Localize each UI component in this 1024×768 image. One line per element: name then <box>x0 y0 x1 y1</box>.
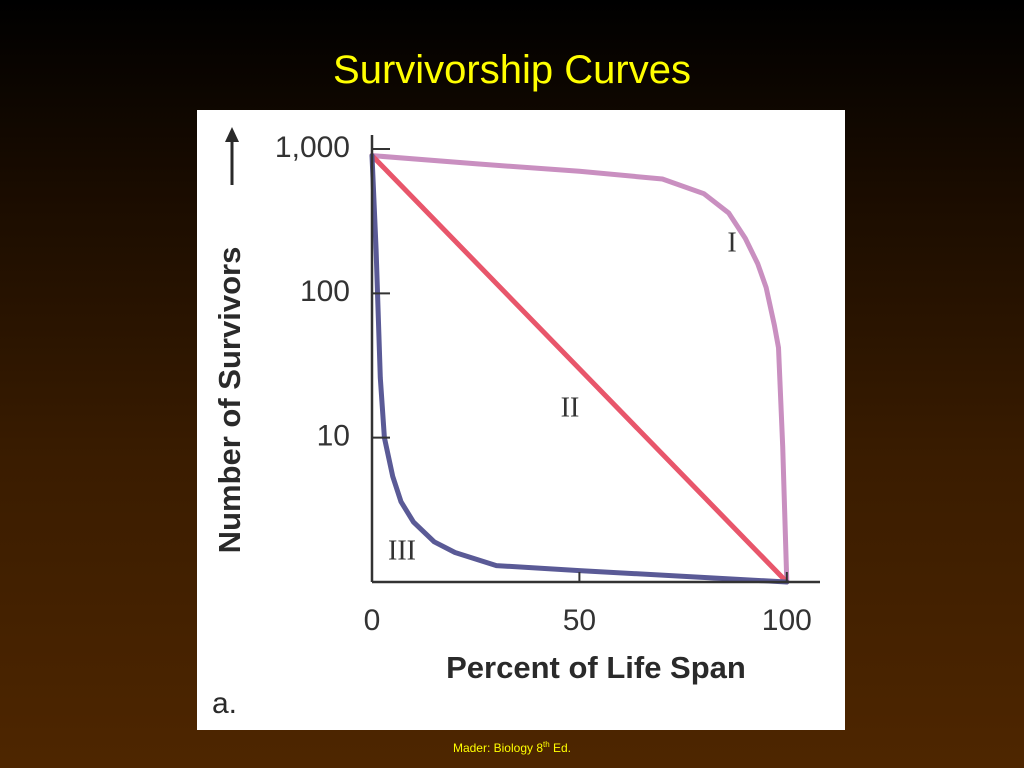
panel-label: a. <box>212 687 237 720</box>
y-tick-label: 10 <box>317 420 350 453</box>
line-series <box>369 153 790 585</box>
footer: Mader: Biology 8th Ed. <box>0 740 1024 755</box>
curve-label: I <box>727 227 736 258</box>
x-tick-label: 50 <box>563 604 596 637</box>
x-tick-label: 0 <box>364 604 381 637</box>
curve-label: III <box>388 535 416 566</box>
y-axis-label: Number of Survivors <box>212 247 247 554</box>
y-axis-arrowhead <box>225 127 239 142</box>
y-tick-label: 1,000 <box>275 131 350 164</box>
line-series <box>369 153 790 585</box>
x-axis-label: Percent of Life Span <box>446 650 746 685</box>
footer-superscript: th <box>543 740 550 749</box>
x-tick-label: 100 <box>762 604 812 637</box>
plot-area: 10 100 1,000 0 50 100 <box>275 131 820 637</box>
y-tick-label: 100 <box>300 275 350 308</box>
footer-suffix: Ed. <box>549 741 572 755</box>
curve-label: II <box>561 392 580 423</box>
chart: 10 100 1,000 0 50 100 Percent of Life Span Nu… <box>197 110 845 730</box>
chart-panel <box>197 110 845 730</box>
slide-title: Survivorship Curves <box>333 48 691 92</box>
footer-text: Mader: Biology 8 <box>452 741 543 755</box>
line-series <box>369 153 790 585</box>
